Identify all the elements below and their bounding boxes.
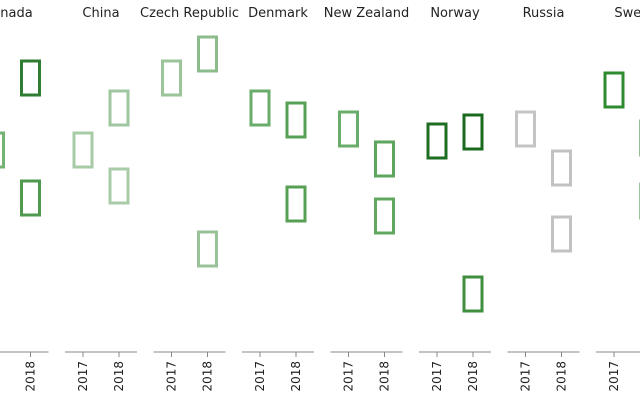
data-point-glyph: [515, 110, 536, 148]
x-tick-label: 2017: [519, 361, 533, 392]
x-tick-label: 2018: [24, 361, 38, 392]
data-point-glyph: [338, 110, 359, 148]
facet-title: Russia: [523, 6, 565, 21]
data-point-glyph: [108, 167, 130, 205]
data-point-glyph: [285, 185, 307, 223]
data-point-glyph: [197, 230, 218, 268]
facet-title: China: [82, 6, 119, 21]
data-point-glyph: [603, 71, 625, 109]
facet-title: Norway: [430, 6, 480, 21]
x-tick-label: 2018: [201, 361, 215, 392]
data-point-glyph: [249, 89, 271, 127]
data-point-glyph: [374, 197, 395, 235]
x-tick-label: 2017: [165, 361, 179, 392]
data-point-glyph: [197, 35, 218, 73]
facet-title: Swed: [614, 6, 640, 21]
facet-title: New Zealand: [324, 6, 409, 21]
x-tick-label: 2017: [253, 361, 267, 392]
x-tick-label: 2018: [378, 361, 392, 392]
x-tick-label: 2018: [466, 361, 480, 392]
data-point-glyph: [462, 113, 484, 151]
data-point-glyph: [426, 122, 448, 160]
data-point-glyph: [285, 101, 307, 139]
x-tick-label: 2017: [342, 361, 356, 392]
data-point-glyph: [462, 275, 484, 313]
x-tick-label: 2018: [555, 361, 569, 392]
data-point-glyph: [551, 215, 572, 253]
data-point-glyph: [161, 59, 182, 97]
facet-title: Denmark: [248, 6, 308, 21]
facet-title: anada: [0, 6, 33, 21]
x-tick-label: 2017: [430, 361, 444, 392]
data-point-glyph: [374, 140, 395, 178]
data-point-glyph: [20, 179, 41, 217]
data-point-glyph: [72, 131, 94, 169]
facet-title: Czech Republic: [140, 6, 239, 21]
data-point-glyph: [108, 89, 130, 127]
x-tick-label: 2018: [112, 361, 126, 392]
data-point-glyph: [0, 131, 5, 169]
x-tick-label: 2017: [0, 361, 2, 392]
x-tick-label: 2017: [607, 361, 621, 392]
data-point-glyph: [551, 149, 572, 187]
x-tick-label: 2018: [289, 361, 303, 392]
x-tick-label: 2017: [76, 361, 90, 392]
data-point-glyph: [20, 59, 41, 97]
